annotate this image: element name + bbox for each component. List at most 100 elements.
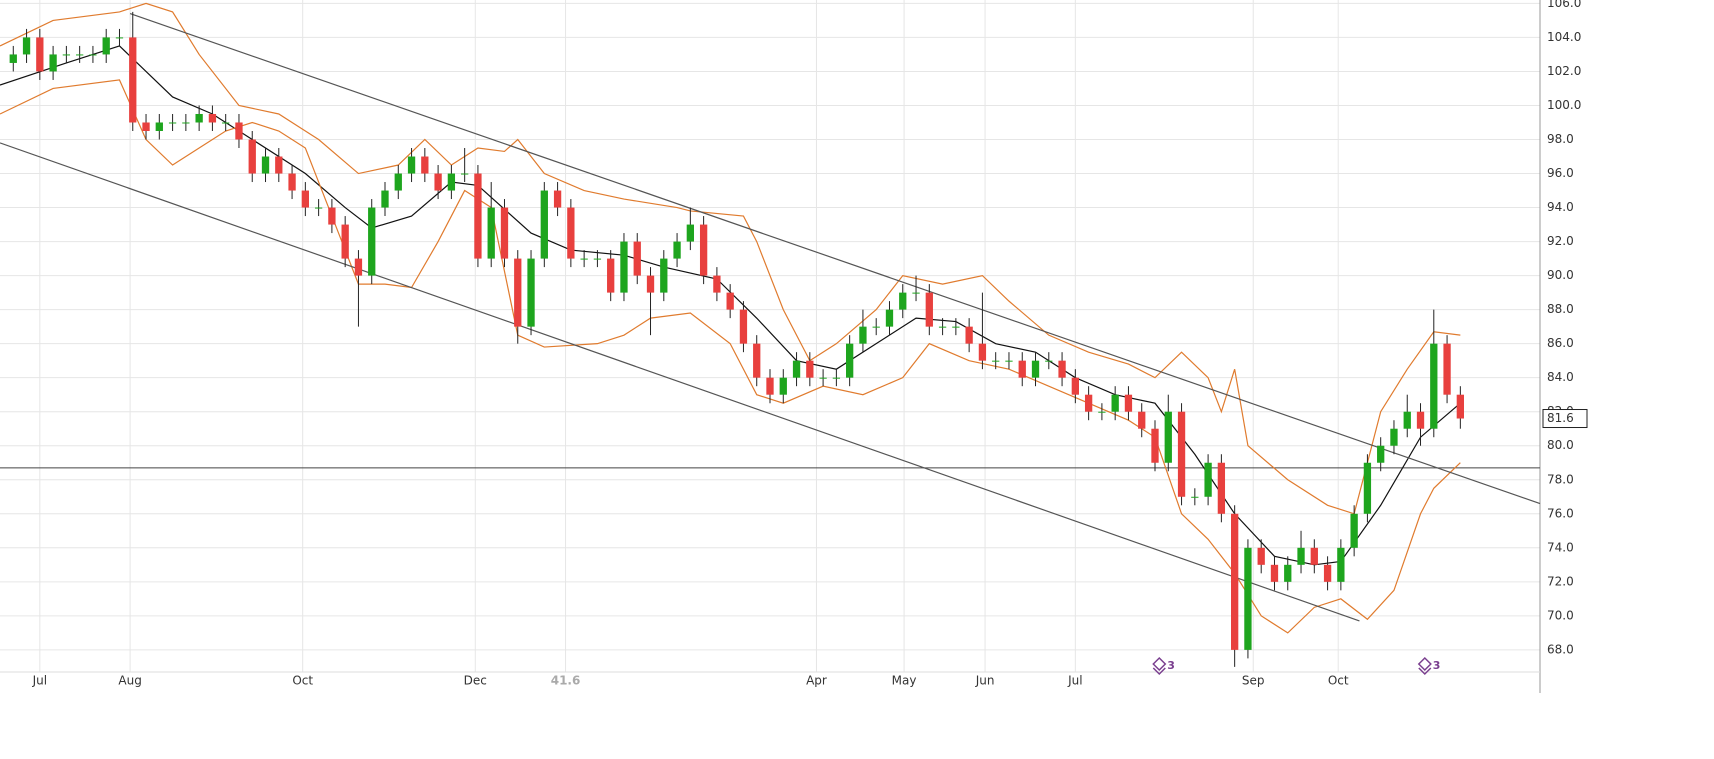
candle-body — [275, 156, 283, 174]
candle-body — [328, 207, 336, 225]
candle-body — [195, 113, 203, 123]
x-tick-label: Sep — [1242, 674, 1265, 688]
candle-body — [660, 258, 668, 293]
candle-body — [368, 207, 376, 276]
candle-body — [726, 292, 734, 310]
candle-body — [965, 326, 973, 344]
candle-body — [500, 207, 509, 259]
candle-body — [593, 258, 602, 260]
y-tick-label: 80.0 — [1547, 438, 1574, 452]
candle-body — [633, 241, 641, 276]
candle-body — [1124, 394, 1133, 412]
candle-body — [766, 377, 774, 395]
candle-body — [806, 360, 814, 378]
x-tick-label: May — [892, 674, 917, 688]
candle-body — [434, 173, 442, 191]
candle-body — [421, 156, 429, 174]
y-tick-label: 88.0 — [1547, 302, 1574, 316]
y-tick-label: 70.0 — [1547, 608, 1574, 622]
candle-body — [1257, 547, 1265, 565]
event-icon — [1152, 656, 1167, 676]
x-tick-label: Aug — [118, 674, 141, 688]
candle-body — [699, 224, 708, 276]
candle-body — [1177, 411, 1186, 497]
candle-body — [341, 224, 349, 259]
candle-body — [1138, 411, 1146, 429]
candle-body — [1151, 428, 1159, 463]
candle-body — [9, 54, 17, 63]
candle-body — [739, 309, 748, 344]
candle-body — [899, 292, 907, 310]
candle-body — [1443, 343, 1451, 395]
candle-body — [447, 173, 456, 191]
candle-body — [1018, 360, 1026, 378]
candle-body — [779, 377, 787, 395]
last-price-box — [1542, 409, 1588, 429]
candle-body — [155, 122, 163, 131]
candle-body — [885, 309, 894, 327]
candle-body — [1071, 377, 1079, 395]
candle-body — [978, 343, 987, 361]
y-tick-label: 72.0 — [1547, 574, 1574, 588]
candle-body — [686, 224, 694, 242]
candle-body — [129, 37, 137, 123]
candle-body — [1098, 411, 1106, 413]
candle-body — [1191, 496, 1199, 498]
candle-body — [301, 190, 309, 208]
overlay-line — [0, 142, 1360, 622]
event-label: 3 — [1433, 659, 1441, 672]
y-tick-label: 78.0 — [1547, 472, 1574, 486]
y-tick-label: 92.0 — [1547, 234, 1574, 248]
x-tick-label: Jul — [32, 674, 47, 688]
y-tick-label: 90.0 — [1547, 268, 1574, 282]
candle-body — [102, 37, 110, 55]
y-tick-label: 104.0 — [1547, 30, 1581, 44]
candle-body — [487, 207, 495, 259]
candle-body — [354, 258, 363, 276]
x-tick-label: Jun — [975, 674, 995, 688]
y-tick-label: 102.0 — [1547, 64, 1581, 78]
x-tick-label: 41.6 — [551, 674, 581, 688]
candle-body — [1416, 411, 1425, 429]
candle-body — [646, 275, 655, 293]
candle-body — [527, 258, 535, 327]
candle-body — [36, 37, 44, 72]
candle-body — [553, 190, 562, 208]
candle-body — [235, 122, 243, 140]
candle-body — [607, 258, 615, 293]
candle-body — [407, 156, 416, 174]
candle-body — [49, 54, 57, 72]
candle-body — [673, 241, 681, 259]
candle-body — [182, 122, 190, 124]
candle-body — [567, 207, 575, 259]
overlay-line — [129, 13, 1541, 505]
candle-body — [1231, 513, 1239, 650]
candle-body — [1337, 547, 1345, 582]
candle-body — [792, 360, 801, 378]
candle-body — [859, 326, 867, 344]
candle-body — [1363, 462, 1372, 514]
candle-body — [832, 377, 841, 379]
candle-body — [819, 377, 827, 379]
x-tick-label: Dec — [464, 674, 487, 688]
candle-body — [1045, 360, 1053, 362]
x-tick-label: Apr — [806, 674, 827, 688]
y-tick-label: 86.0 — [1547, 336, 1574, 350]
overlay-line — [0, 2, 1461, 515]
candle-body — [952, 326, 960, 328]
candle-body — [1377, 445, 1385, 463]
candle-body — [1310, 547, 1318, 565]
candle-body — [1297, 547, 1305, 565]
y-tick-label: 84.0 — [1547, 370, 1574, 384]
candle-body — [261, 156, 270, 174]
candle-body — [540, 190, 548, 259]
candle-body — [1270, 564, 1279, 582]
y-tick-label: 74.0 — [1547, 540, 1574, 554]
candle-body — [753, 343, 761, 378]
y-tick-label: 68.0 — [1547, 642, 1574, 656]
candle-body — [222, 122, 230, 124]
x-tick-label: Jul — [1067, 674, 1082, 688]
x-tick-label: Oct — [1328, 674, 1349, 688]
